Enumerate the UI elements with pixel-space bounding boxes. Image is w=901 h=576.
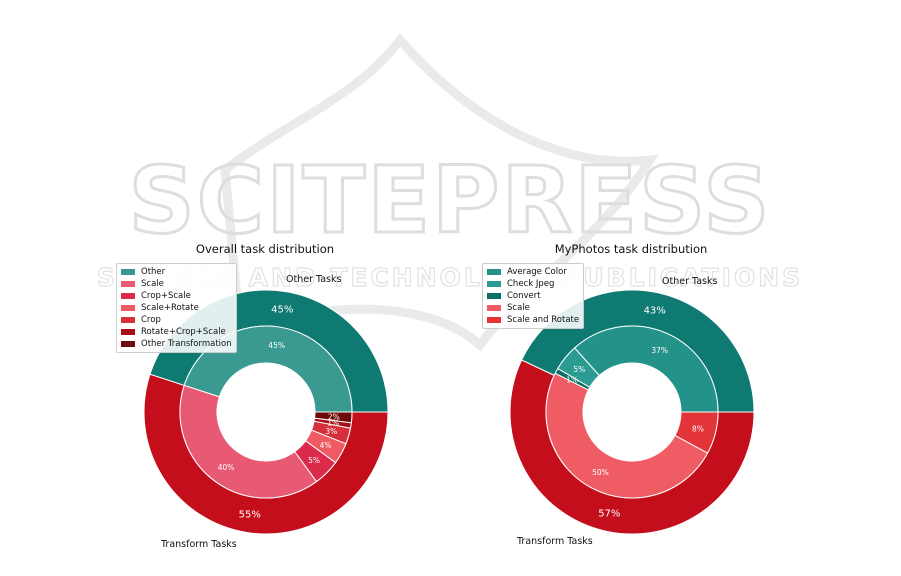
legend-swatch: [487, 305, 501, 311]
inner-ring: [545, 325, 719, 499]
outer-pct-label-other-tasks: 45%: [271, 304, 293, 315]
legend-swatch: [121, 293, 135, 299]
legend-swatch: [487, 293, 501, 299]
legend-item-crop: Crop: [121, 314, 232, 326]
legend-label: Convert: [507, 291, 541, 301]
inner-slice-scale: [179, 384, 318, 499]
outer-label-other-tasks: Other Tasks: [286, 274, 341, 285]
legend-item-check-jpeg: Check Jpeg: [487, 278, 579, 290]
legend-label: Other Transformation: [141, 339, 232, 349]
inner-slice-scale-and-rotate: [674, 411, 719, 454]
legend-label: Scale: [507, 303, 530, 313]
legend-label: Average Color: [507, 267, 567, 277]
outer-label-other-tasks: Other Tasks: [662, 276, 717, 287]
legend-swatch: [121, 269, 135, 275]
inner-slice-average-color: [573, 325, 719, 413]
legend-item-scale-rotate: Scale+Rotate: [121, 302, 232, 314]
legend-item-crop-scale: Crop+Scale: [121, 290, 232, 302]
legend-label: Crop: [141, 315, 161, 325]
legend-item-average-color: Average Color: [487, 266, 579, 278]
inner-pct-label-crop-scale: 5%: [308, 456, 320, 465]
legend-overall: Other Scale Crop+Scale Scale+Rotate Crop Rota…: [116, 263, 237, 353]
legend-swatch: [121, 317, 135, 323]
legend-label: Scale and Rotate: [507, 315, 580, 325]
watermark-brand: SCITEPRESS: [128, 147, 771, 254]
legend-item-scale-and-rotate: Scale and Rotate: [487, 314, 579, 326]
inner-pct-label-other: 45%: [268, 341, 285, 350]
legend-item-scale: Scale: [487, 302, 579, 314]
legend-label: Scale: [141, 279, 164, 289]
watermark-book-logo: [220, 32, 659, 352]
legend-swatch: [121, 281, 135, 287]
legend-swatch: [121, 305, 135, 311]
legend-label: Scale+Rotate: [141, 303, 199, 313]
inner-pct-label-check-jpeg: 5%: [573, 365, 585, 374]
legend-item-other: Other: [121, 266, 232, 278]
legend-item-scale: Scale: [121, 278, 232, 290]
legend-swatch: [487, 281, 501, 287]
legend-swatch: [487, 269, 501, 275]
legend-swatch: [487, 317, 501, 323]
outer-pct-label-transform-tasks: 57%: [598, 508, 620, 519]
legend-swatch: [121, 341, 135, 347]
inner-slice-scale: [545, 372, 709, 499]
inner-pct-label-crop: 3%: [325, 427, 337, 436]
outer-label-transform-tasks: Transform Tasks: [160, 539, 237, 550]
legend-label: Other: [141, 267, 166, 277]
legend-swatch: [121, 329, 135, 335]
inner-pct-label-scale-and-rotate: 8%: [692, 425, 704, 434]
outer-pct-label-other-tasks: 43%: [644, 306, 666, 317]
slice-labels: 43% 57% 37% 5% 1% 50% 8%: [566, 306, 704, 520]
legend-label: Crop+Scale: [141, 291, 191, 301]
chart-title: MyPhotos task distribution: [555, 242, 708, 256]
outer-label-transform-tasks: Transform Tasks: [516, 536, 593, 547]
inner-slice-other-transformation: [314, 411, 353, 424]
inner-pct-label-scale-rotate: 4%: [320, 441, 332, 450]
slice-labels: 45% 55% 45% 40% 5%4% 3%1%2%: [218, 304, 340, 520]
legend-myphotos: Average Color Check Jpeg Convert Scale Scale…: [482, 263, 585, 329]
inner-pct-label-scale: 50%: [592, 468, 609, 477]
legend-label: Check Jpeg: [507, 279, 555, 289]
legend-label: Rotate+Crop+Scale: [141, 327, 226, 337]
inner-pct-label-rotate-crop-scale: 1%: [327, 419, 339, 428]
inner-pct-label-scale: 40%: [218, 463, 235, 472]
inner-pct-label-other-transformation: 2%: [328, 412, 340, 421]
outer-pct-label-transform-tasks: 55%: [239, 510, 261, 521]
inner-pct-label-convert: 1%: [566, 376, 578, 385]
chart-title: Overall task distribution: [196, 242, 334, 256]
legend-item-other-transformation: Other Transformation: [121, 338, 232, 350]
inner-pct-label-average-color: 37%: [651, 346, 668, 355]
legend-item-convert: Convert: [487, 290, 579, 302]
legend-item-rotate-crop-scale: Rotate+Crop+Scale: [121, 326, 232, 338]
